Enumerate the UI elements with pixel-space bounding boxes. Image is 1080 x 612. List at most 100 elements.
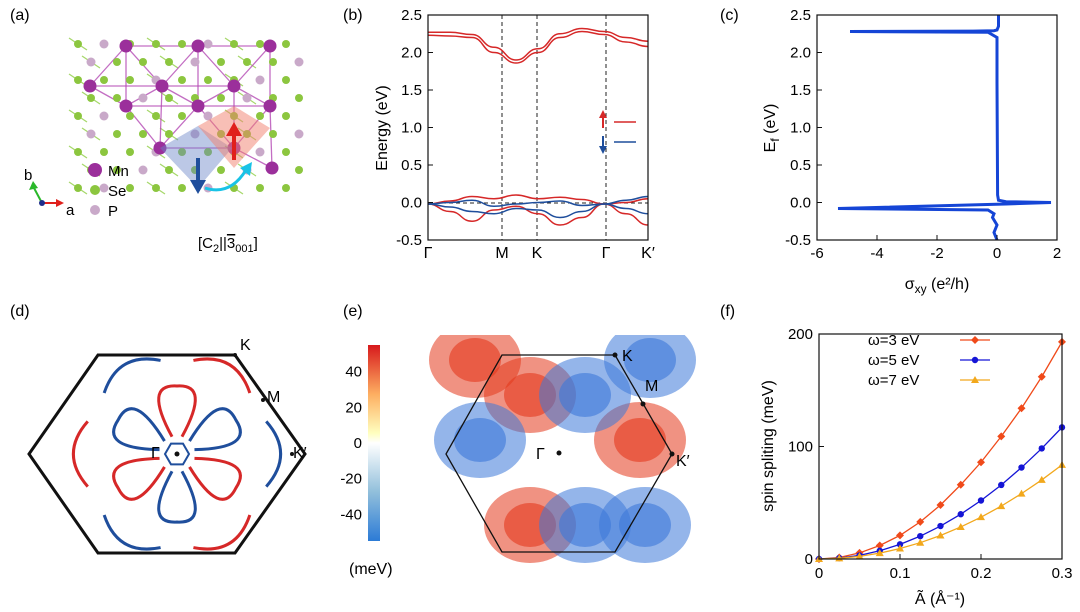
se-atom: [165, 58, 173, 66]
mn-mn-bond: [89, 45, 127, 87]
se-atom: [113, 94, 121, 102]
x-tick-label-b: Γ: [602, 245, 611, 262]
data-point-triangle: [971, 376, 979, 383]
spin-contour-arc: [193, 514, 252, 551]
spin-down-arrowhead: [190, 180, 206, 194]
data-point-diamond: [896, 531, 904, 540]
heatmap-core: [449, 338, 501, 382]
panel-label-d: (d): [10, 303, 30, 320]
data-point-diamond: [875, 541, 884, 550]
k-point-d: [233, 353, 237, 357]
heatmap-core: [624, 338, 676, 382]
hall-conductivity-plot: -0.5 0.0 0.5 1.0 1.5 2.0 2.5 -6 -4 -2 0 2 σxy (e²/…: [762, 7, 1061, 296]
mn-mn-bond: [197, 45, 235, 87]
se-atom: [139, 58, 147, 66]
mn-mn-bond: [89, 85, 127, 107]
colorbar: [368, 345, 380, 541]
x-tick-label-f: 0: [815, 565, 823, 582]
axis-origin: [39, 200, 45, 206]
y-tick-label-b: 0.5: [401, 157, 422, 174]
x-tick-label-b: M: [495, 245, 508, 262]
se-atom-icon: [90, 185, 100, 195]
p-atom: [99, 39, 109, 49]
data-point-diamond: [971, 336, 979, 344]
mn-atom: [191, 39, 205, 53]
x-tick-label-c: 2: [1053, 245, 1061, 262]
data-point-triangle: [936, 531, 945, 539]
p-atom: [86, 129, 96, 139]
axis-b-label: b: [24, 167, 32, 184]
p-atom: [138, 93, 148, 103]
plot-c-xlabel: σxy (e²/h): [905, 276, 970, 296]
kprime-point-e: [669, 451, 675, 457]
spin-contour-petal: [188, 456, 242, 501]
band-structure-plot: -0.5 0.0 0.5 1.0 1.5 2.0 2.5 Γ M K Γ K′ Energy (eV…: [374, 7, 655, 262]
se-atom: [178, 40, 186, 48]
y-tick-label-c: 1.0: [790, 120, 811, 137]
data-point-diamond: [936, 501, 945, 509]
se-atom: [113, 166, 121, 174]
plot-c-ylabel: Ef (eV): [762, 104, 782, 153]
legend-label-f: ω=3 eV: [868, 332, 919, 349]
x-tick-label-f: 0.2: [971, 565, 992, 582]
se-atom: [269, 58, 277, 66]
band-line-down: [428, 203, 648, 219]
p-atom: [203, 39, 213, 49]
panel-label-e: (e): [343, 303, 363, 320]
spin-contour-petal: [188, 407, 242, 452]
p-atom: [242, 93, 252, 103]
mn-mn-bond: [159, 85, 163, 149]
x-tick-label-c: -2: [930, 245, 943, 262]
y-tick-label-c: 0.5: [790, 157, 811, 174]
kprime-point-d: [290, 452, 294, 456]
se-atom: [100, 76, 108, 84]
se-atom: [256, 40, 264, 48]
structure-highlights: [160, 106, 270, 194]
p-atom: [294, 129, 304, 139]
data-point-circle: [937, 522, 944, 530]
y-tick-label-b: 0.0: [401, 195, 422, 212]
data-point-triangle: [997, 502, 1006, 510]
label-kprime-d: K′: [293, 445, 307, 462]
data-point-diamond: [1037, 372, 1046, 381]
legend-label-f: ω=7 eV: [868, 372, 919, 389]
data-point-triangle: [916, 538, 925, 546]
se-atom: [74, 112, 82, 120]
se-atom: [217, 166, 225, 174]
p-atom: [255, 75, 265, 85]
se-atom: [152, 112, 160, 120]
heatmap-core: [614, 418, 666, 462]
data-point-diamond: [977, 458, 985, 467]
data-point-diamond: [997, 432, 1006, 441]
p-atom: [255, 147, 265, 157]
se-atom: [256, 112, 264, 120]
p-atom: [190, 129, 200, 139]
label-gamma-e: Γ: [536, 446, 545, 463]
se-atom: [126, 148, 134, 156]
se-atom: [282, 184, 290, 192]
se-atom: [243, 58, 251, 66]
x-tick-label-f: 0.3: [1052, 565, 1073, 582]
se-atom: [282, 148, 290, 156]
legend-label-f: ω=5 eV: [868, 352, 919, 369]
spin-contour-arc: [265, 420, 282, 488]
se-atom: [74, 40, 82, 48]
x-tick-label-b: K: [532, 245, 543, 262]
y-tick-label-c: 2.0: [790, 45, 811, 62]
inner-contour: [163, 442, 191, 466]
spin-contour-petal: [112, 407, 166, 452]
gamma-point-d: [174, 451, 180, 457]
y-tick-label-c: 1.5: [790, 82, 811, 99]
se-atom: [165, 166, 173, 174]
colorbar-tick-label: -40: [340, 506, 362, 523]
mn-atom: [263, 39, 277, 53]
se-atom: [74, 148, 82, 156]
legend-spin-up-arrowhead: [599, 110, 607, 118]
mn-atom: [153, 141, 167, 155]
se-atom: [282, 76, 290, 84]
y-tick-label-c: 0.0: [790, 195, 811, 212]
spin-contour-arc: [193, 357, 252, 394]
mn-atom: [155, 79, 169, 93]
p-atom: [99, 183, 109, 193]
se-atom: [139, 130, 147, 138]
